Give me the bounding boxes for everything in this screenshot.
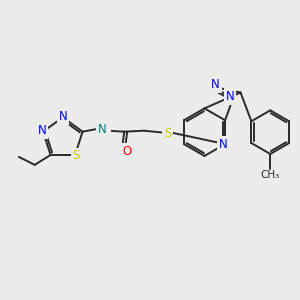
Text: S: S bbox=[72, 149, 80, 162]
Text: N: N bbox=[98, 123, 107, 136]
Text: O: O bbox=[123, 145, 132, 158]
Text: N: N bbox=[38, 124, 46, 137]
Text: N: N bbox=[211, 78, 220, 91]
Text: N: N bbox=[226, 90, 234, 103]
Text: H: H bbox=[101, 121, 109, 131]
Text: N: N bbox=[58, 110, 67, 123]
Text: CH₃: CH₃ bbox=[261, 170, 280, 180]
Text: N: N bbox=[219, 138, 227, 151]
Text: S: S bbox=[164, 127, 172, 140]
